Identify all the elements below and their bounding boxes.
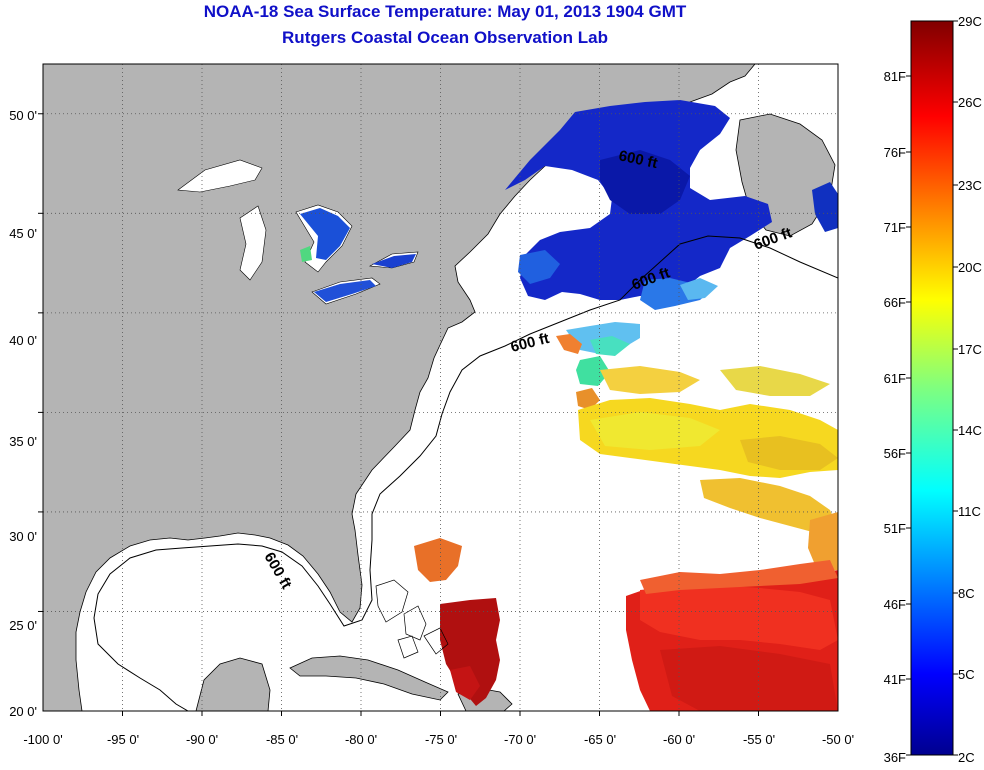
map-title: NOAA-18 Sea Surface Temperature: May 01,… — [203, 2, 687, 21]
colorbar-f-label: 51F — [884, 521, 906, 536]
longitude-labels: -100 0' -95 0' -90 0' -85 0' -80 0' -75 … — [23, 732, 854, 747]
colorbar-f-label: 36F — [884, 750, 906, 765]
map-subtitle: Rutgers Coastal Ocean Observation Lab — [282, 28, 608, 47]
lon-label: -100 0' — [23, 732, 62, 747]
colorbar-f-label: 66F — [884, 295, 906, 310]
lon-label: -90 0' — [186, 732, 218, 747]
land-cuba — [289, 655, 449, 701]
bahamas-banks — [375, 579, 449, 659]
colorbar-c-label: 20C — [958, 260, 982, 275]
lon-label: -60 0' — [663, 732, 695, 747]
lon-label: -70 0' — [504, 732, 536, 747]
colorbar-c-label: 17C — [958, 342, 982, 357]
lat-label: 35 0' — [9, 434, 37, 449]
colorbar-c-label: 23C — [958, 178, 982, 193]
colorbar-c-label: 5C — [958, 667, 975, 682]
lat-label: 40 0' — [9, 333, 37, 348]
isobath-line — [93, 235, 838, 711]
map-grid — [38, 64, 838, 716]
lon-label: -75 0' — [425, 732, 457, 747]
lat-label: 30 0' — [9, 529, 37, 544]
land-yucatan — [195, 657, 271, 711]
colorbar-gradient — [910, 20, 954, 756]
colorbar-f-label: 41F — [884, 672, 906, 687]
lon-label: -80 0' — [345, 732, 377, 747]
colorbar-c-label: 2C — [958, 750, 975, 765]
colorbar-f-label: 46F — [884, 597, 906, 612]
colorbar-c-label: 26C — [958, 95, 982, 110]
colorbar-c-label: 8C — [958, 586, 975, 601]
colorbar-f-label: 56F — [884, 446, 906, 461]
lat-label: 50 0' — [9, 108, 37, 123]
colorbar: 29C 26C 23C 20C 17C 14C 11C 8C 5C 2C 81F… — [884, 14, 982, 765]
colorbar-f-label: 61F — [884, 371, 906, 386]
colorbar-c-label: 14C — [958, 423, 982, 438]
colorbar-ticks — [906, 20, 958, 756]
lon-label: -65 0' — [584, 732, 616, 747]
colorbar-f-label: 71F — [884, 220, 906, 235]
colorbar-c-label: 11C — [958, 504, 981, 519]
colorbar-c-label: 29C — [958, 14, 982, 29]
lon-label: -85 0' — [266, 732, 298, 747]
lat-label: 20 0' — [9, 704, 37, 719]
lon-label: -50 0' — [822, 732, 854, 747]
lat-label: 25 0' — [9, 618, 37, 633]
latitude-labels: 50 0' 45 0' 40 0' 35 0' 30 0' 25 0' 20 0… — [9, 108, 37, 719]
sst-data — [300, 100, 838, 711]
colorbar-f-label: 81F — [884, 69, 906, 84]
lon-label: -95 0' — [107, 732, 139, 747]
lon-label: -55 0' — [743, 732, 775, 747]
map-border — [42, 63, 839, 712]
colorbar-f-label: 76F — [884, 145, 906, 160]
lat-label: 45 0' — [9, 226, 37, 241]
